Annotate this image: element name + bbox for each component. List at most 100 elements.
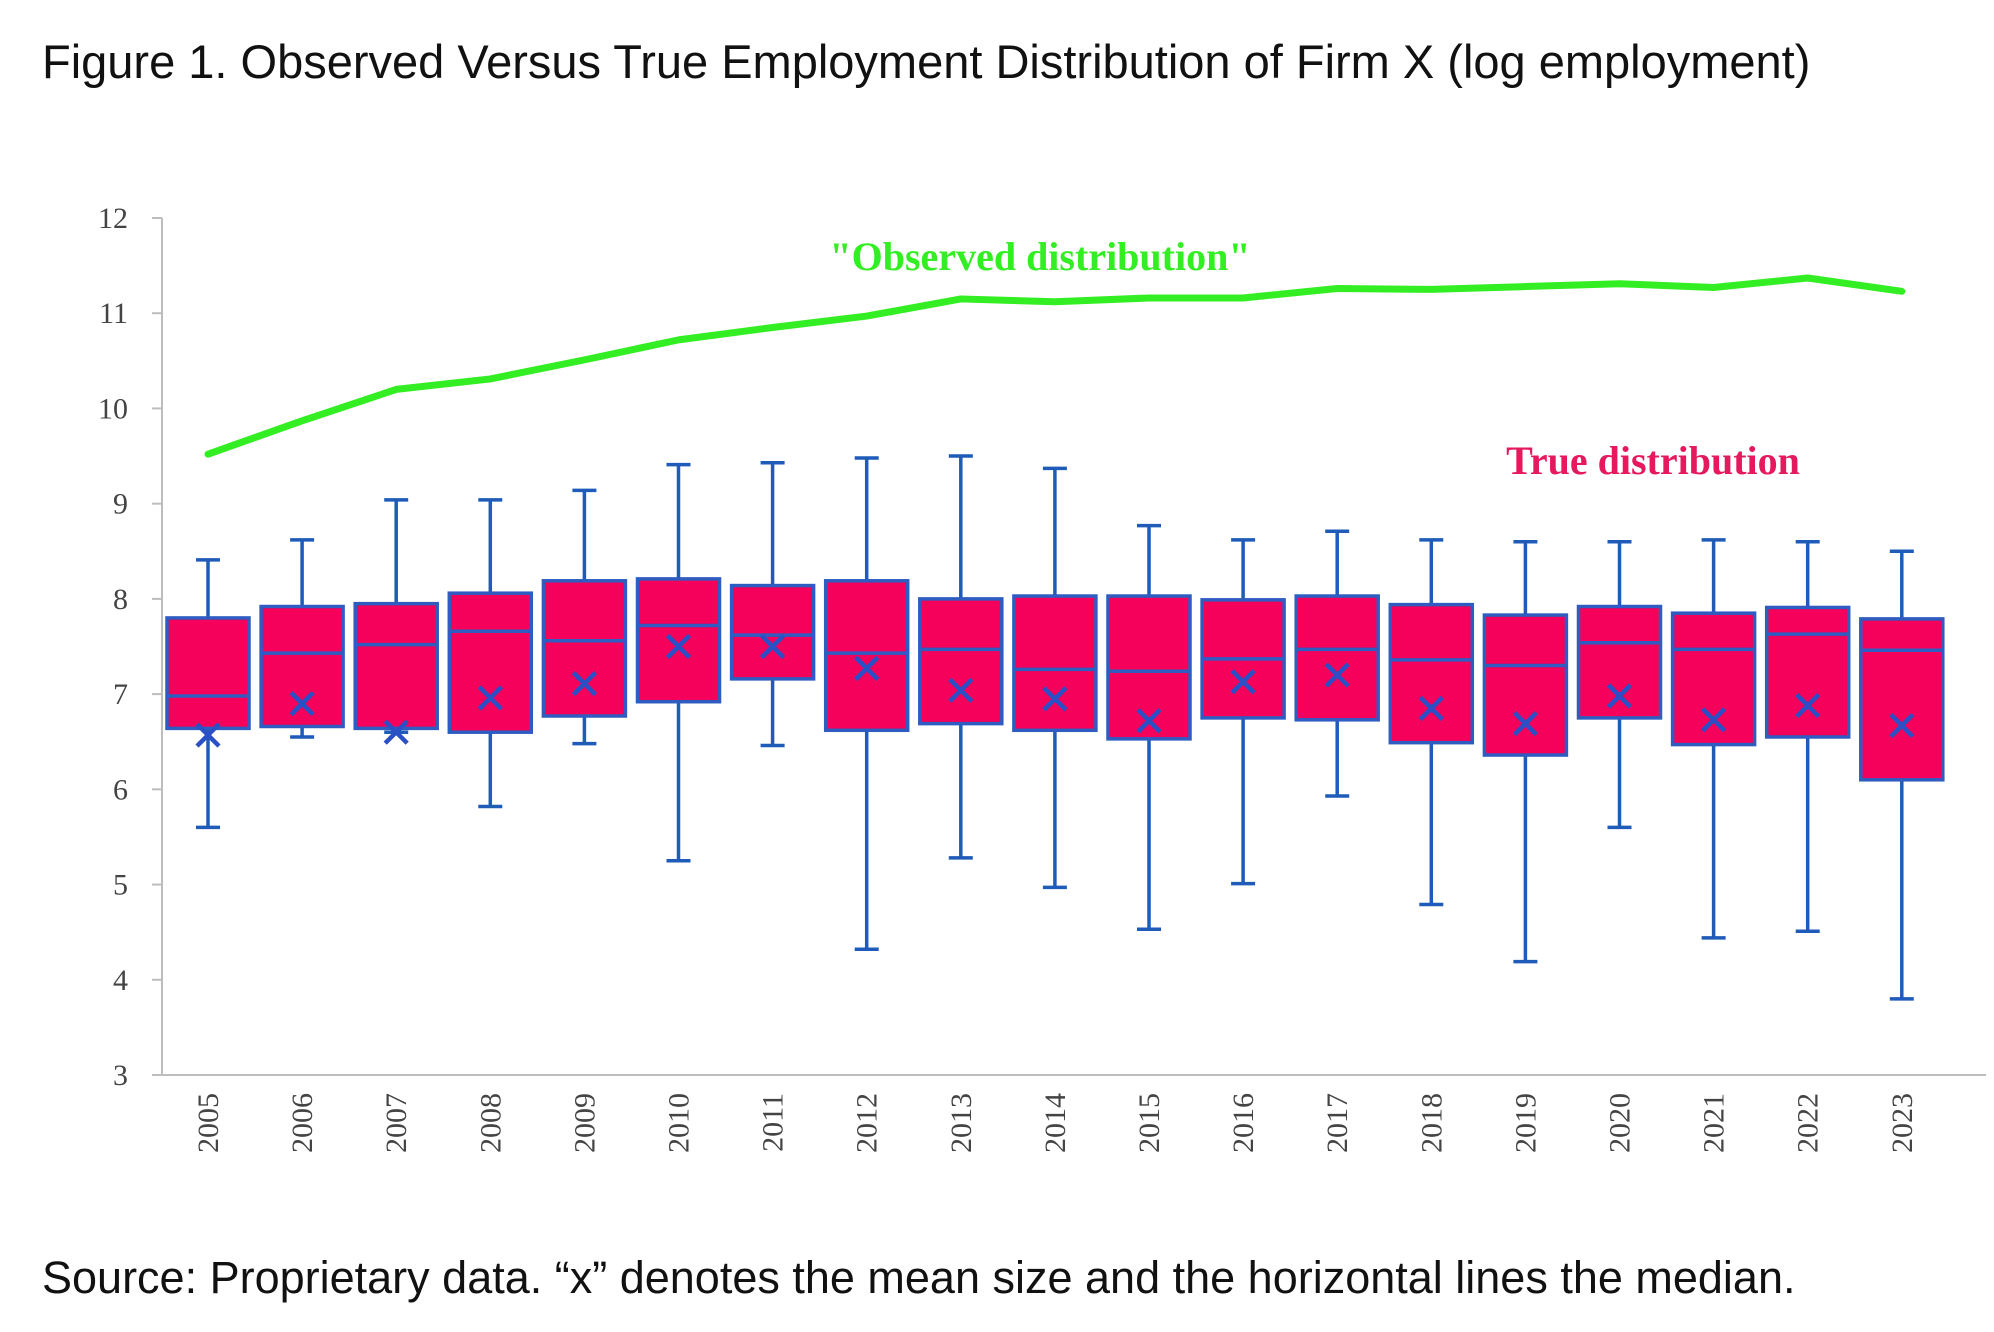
mean-marker-stroke xyxy=(1512,711,1538,737)
x-tick-label: 2021 xyxy=(1698,1093,1731,1153)
mean-marker-stroke xyxy=(854,655,880,681)
y-tick-label: 12 xyxy=(98,202,128,235)
mean-marker-stroke xyxy=(1418,695,1444,721)
mean-marker-stroke xyxy=(571,671,597,697)
mean-marker-stroke xyxy=(195,722,221,748)
x-tick-label: 2016 xyxy=(1227,1093,1260,1153)
x-tick-label: 2013 xyxy=(945,1093,978,1153)
box-iqr xyxy=(1576,604,1663,720)
box-iqr xyxy=(447,591,534,734)
x-tick-label: 2010 xyxy=(663,1093,696,1153)
box-iqr xyxy=(1106,594,1192,741)
observed-line xyxy=(204,274,1906,458)
y-tick-label: 9 xyxy=(113,488,128,521)
x-tick-label: 2015 xyxy=(1133,1093,1166,1153)
mean-marker-stroke xyxy=(1230,669,1256,695)
box-iqr xyxy=(823,579,910,733)
box-plot-2012 xyxy=(823,456,910,952)
box-plot-2011 xyxy=(729,460,816,748)
mean-marker xyxy=(1042,686,1068,712)
mean-marker xyxy=(854,655,880,681)
box-iqr xyxy=(1670,611,1757,747)
y-tick-label: 5 xyxy=(113,869,128,902)
y-tick-label: 4 xyxy=(113,964,128,997)
box-iqr xyxy=(165,616,251,731)
x-tick-label: 2019 xyxy=(1509,1093,1542,1153)
mean-marker xyxy=(1136,708,1162,734)
mean-marker xyxy=(948,677,974,703)
x-tick-label: 2014 xyxy=(1039,1093,1072,1153)
mean-marker xyxy=(1324,662,1350,688)
y-tick-label: 11 xyxy=(99,297,128,330)
mean-marker-stroke xyxy=(665,633,692,660)
box-plot-2018 xyxy=(1388,538,1475,907)
mean-marker-stroke xyxy=(1701,707,1727,733)
x-tick-label: 2020 xyxy=(1604,1093,1637,1153)
box-plot-2017 xyxy=(1294,529,1380,798)
mean-marker xyxy=(1889,712,1915,739)
box-plot-2019 xyxy=(1482,540,1569,964)
x-tick-label: 2017 xyxy=(1321,1093,1354,1153)
mean-marker-stroke xyxy=(1324,662,1350,688)
box-iqr xyxy=(729,583,816,681)
mean-marker-stroke xyxy=(1136,708,1162,734)
y-tick-label: 8 xyxy=(113,583,128,616)
mean-marker xyxy=(1418,695,1444,721)
x-tick-label: 2012 xyxy=(851,1093,884,1153)
mean-marker xyxy=(760,633,786,660)
mean-marker-stroke xyxy=(289,691,315,717)
mean-marker xyxy=(1795,692,1821,719)
box-plot-2005 xyxy=(165,558,251,830)
mean-marker xyxy=(289,691,315,717)
y-tick-label: 7 xyxy=(113,678,128,711)
figure-source: Source: Proprietary data. “x” denotes th… xyxy=(42,1252,1796,1303)
box-plots xyxy=(165,454,1945,1001)
box-iqr xyxy=(635,577,722,704)
x-tick-label: 2007 xyxy=(380,1093,413,1153)
mean-marker-stroke xyxy=(948,677,974,703)
mean-marker-stroke xyxy=(760,633,786,660)
box-iqr xyxy=(1012,594,1098,733)
mean-marker-stroke xyxy=(1606,683,1633,709)
x-tick-label: 2011 xyxy=(757,1093,790,1152)
x-tick-label: 2006 xyxy=(286,1093,319,1153)
mean-marker xyxy=(1512,711,1538,737)
mean-marker-stroke xyxy=(383,719,409,745)
mean-marker xyxy=(571,671,597,697)
x-axis: 2005 2006 2007 2008 2009 2010 2011 2012 2013 2014… xyxy=(162,1074,1986,1153)
y-tick-label: 6 xyxy=(113,773,128,806)
x-tick-label: 2009 xyxy=(568,1093,601,1153)
box-iqr xyxy=(1859,617,1945,782)
mean-marker xyxy=(383,719,409,745)
mean-marker xyxy=(665,633,692,660)
x-tick-label: 2023 xyxy=(1886,1093,1919,1153)
mean-marker xyxy=(1701,707,1727,733)
box-plot-2022 xyxy=(1764,540,1851,933)
box-plot-2015 xyxy=(1106,523,1192,932)
box-plot-2020 xyxy=(1576,540,1663,830)
x-tick-label: 2022 xyxy=(1792,1093,1825,1153)
y-axis: 3 4 5 6 7 8 9 10 11 12 xyxy=(98,202,163,1092)
x-tick-label: 2018 xyxy=(1415,1093,1448,1153)
x-tick-label: 2005 xyxy=(192,1093,225,1153)
mean-marker xyxy=(1230,669,1256,695)
figure-title: Figure 1. Observed Versus True Employmen… xyxy=(42,35,1811,88)
box-plot-2013 xyxy=(918,454,1004,860)
box-iqr xyxy=(353,601,439,731)
y-tick-label: 10 xyxy=(98,392,128,425)
box-plot-2008 xyxy=(447,498,534,809)
box-plot-2016 xyxy=(1200,538,1286,886)
x-tick-label: 2008 xyxy=(474,1093,507,1153)
true-distribution-label: True distribution xyxy=(1506,438,1800,483)
box-plot-2014 xyxy=(1012,466,1098,890)
mean-marker xyxy=(1606,683,1633,709)
box-iqr xyxy=(1388,602,1475,745)
box-iqr xyxy=(259,604,345,729)
box-iqr xyxy=(1764,605,1851,739)
mean-marker-stroke xyxy=(477,685,503,711)
box-plot-2021 xyxy=(1670,538,1757,940)
mean-marker xyxy=(477,685,503,711)
y-tick-label: 3 xyxy=(113,1059,128,1092)
observed-series xyxy=(204,274,1906,458)
